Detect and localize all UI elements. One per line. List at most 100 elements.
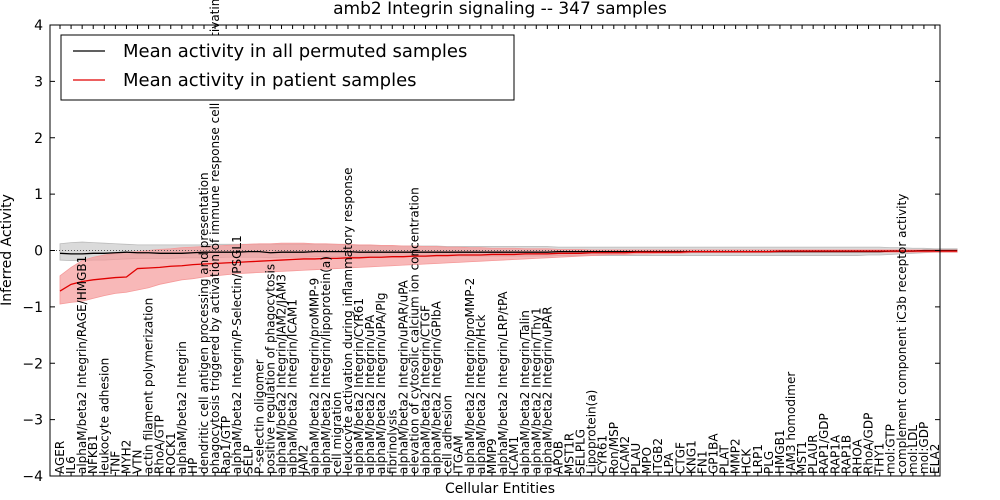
x-tick-label: MST1 bbox=[795, 441, 809, 474]
x-tick-label: MPO bbox=[640, 447, 654, 474]
x-tick-label: fibrinolysis bbox=[385, 409, 399, 474]
x-tick-label: APOB bbox=[551, 441, 565, 474]
x-tick-label: mol:GDP bbox=[917, 422, 931, 474]
x-tick-label: phagocytosis triggered by activation of … bbox=[208, 0, 222, 474]
x-tick-label: alphaM/beta2 Integrin/uPAR/uPA bbox=[396, 279, 410, 474]
x-tick-label: mol:LDL bbox=[906, 425, 920, 474]
band-patient bbox=[59, 242, 958, 305]
x-tick-label: RhoA/GTP bbox=[153, 415, 167, 474]
confidence-bands bbox=[59, 241, 958, 305]
legend: Mean activity in all permuted samples Me… bbox=[60, 34, 515, 101]
x-tick-label: ICAM2 bbox=[618, 436, 632, 474]
x-tick-label: PLG bbox=[762, 451, 776, 474]
legend-label-patient: Mean activity in patient samples bbox=[123, 70, 417, 91]
x-tick-label: elevation of cytosolic calcium ion conce… bbox=[407, 187, 421, 474]
x-tick-label: NFKB1 bbox=[86, 434, 100, 474]
x-tick-label: cell adhesion bbox=[441, 395, 455, 474]
x-tick-label: alphaM/beta2 Integrin/RAGE/HMGB1 bbox=[75, 256, 89, 474]
x-tick-label: complement component iC3b receptor activ… bbox=[895, 194, 909, 474]
x-tick-label: alphaM/beta2 Integrin/Thy1 bbox=[529, 307, 543, 474]
x-tick-label: KNG1 bbox=[684, 440, 698, 474]
x-tick-label: THY1 bbox=[873, 443, 887, 475]
x-tick-label: Lipoprotein(a) bbox=[585, 390, 599, 474]
x-tick-label: MMP2 bbox=[729, 438, 743, 474]
y-axis-ticks: −4 −3 −2 −1 0 1 2 3 4 bbox=[22, 18, 940, 485]
y-tick-label: −2 bbox=[22, 356, 43, 372]
x-tick-label: MYH2 bbox=[119, 440, 133, 474]
x-tick-label: positive regulation of phagocytosis bbox=[263, 264, 277, 474]
x-tick-label: alphaM/beta2 Integrin/JAM2/JAM3 bbox=[275, 274, 289, 474]
y-tick-label: −3 bbox=[22, 413, 43, 429]
x-tick-label: RAP1/GDP bbox=[817, 413, 831, 474]
legend-label-permuted: Mean activity in all permuted samples bbox=[123, 41, 467, 62]
x-tick-label: SELP bbox=[241, 445, 255, 474]
x-tick-label: Rap1/GTP bbox=[219, 416, 233, 474]
y-axis-label: Inferred Activity bbox=[0, 194, 15, 306]
x-tick-label: TNF bbox=[108, 451, 122, 475]
x-tick-label: PLAUR bbox=[806, 434, 820, 474]
x-tick-label: ICAM1 bbox=[507, 436, 521, 474]
x-tick-label: VTN bbox=[131, 449, 145, 474]
x-tick-label: actin filament polymerization bbox=[142, 298, 156, 474]
x-tick-label: HCK bbox=[740, 448, 754, 474]
x-tick-label: alphaM/beta2 Integrin/ICAM1 bbox=[286, 299, 300, 474]
x-axis-label: Cellular Entities bbox=[445, 481, 555, 497]
x-tick-label: alphaM/beta2 Integrin/Hck bbox=[474, 314, 488, 474]
x-tick-label: RhoA/GDP bbox=[862, 413, 876, 474]
series-lines bbox=[59, 249, 958, 292]
x-tick-label: CTGF bbox=[673, 442, 687, 474]
x-tick-label: IL6 bbox=[64, 456, 78, 474]
y-tick-label: 4 bbox=[34, 18, 43, 34]
x-tick-label: dendritic cell antigen processing and pr… bbox=[197, 172, 211, 474]
x-tick-label: ELA2 bbox=[928, 444, 942, 474]
x-tick-label: HMGB1 bbox=[773, 429, 787, 474]
x-tick-label: LRP1 bbox=[751, 444, 765, 474]
x-tick-label: mol:GTP bbox=[884, 424, 898, 474]
x-tick-label: SELPLG bbox=[574, 429, 588, 474]
x-tick-label: PLAU bbox=[629, 443, 643, 474]
plot-area bbox=[50, 241, 958, 305]
series-line-patient bbox=[59, 250, 958, 292]
x-tick-label: alphaM/beta2 Integrin/proMMP-2 bbox=[463, 278, 477, 474]
x-tick-label: alphaM/beta2 Integrin/P-Selectin/PSGL1 bbox=[230, 235, 244, 474]
x-tick-label: JAM2 bbox=[297, 444, 311, 475]
x-tick-label: FN1 bbox=[695, 450, 709, 474]
x-tick-label: alphaM/beta2 Integrin/uPAR bbox=[540, 306, 554, 474]
x-tick-label: alphaM/beta2 Integrin/lipoprotein(a) bbox=[319, 256, 333, 474]
x-tick-label: Ron/MSP bbox=[607, 422, 621, 474]
x-tick-label: ITGB2 bbox=[651, 438, 665, 474]
x-tick-label: alphaM/beta2 Integrin/Talin bbox=[518, 310, 532, 474]
x-tick-label: alphaM/beta2 Integrin/GPIbA bbox=[430, 300, 444, 474]
x-tick-label: JAM3 homodimer bbox=[784, 372, 798, 475]
x-tick-label: LPA bbox=[662, 452, 676, 474]
x-tick-label: GP1BA bbox=[706, 433, 720, 474]
x-tick-label: alphaM/beta2 Integrin/proMMP-9 bbox=[308, 278, 322, 474]
x-tick-label: RAP1B bbox=[839, 435, 853, 474]
x-tick-label: MST1R bbox=[562, 433, 576, 474]
x-tick-label: AGER bbox=[53, 441, 67, 474]
x-tick-label: CYR61 bbox=[596, 435, 610, 474]
x-tick-label: ROCK1 bbox=[164, 432, 178, 474]
x-tick-label: alphaM/beta2 Integrin/uPA/Plg bbox=[374, 293, 388, 474]
x-tick-label: alphaM/beta2 Integrin/CTGF bbox=[419, 305, 433, 474]
x-tick-label: RHOA bbox=[850, 438, 864, 474]
x-tick-label: alphaM/beta2 Integrin/uPA bbox=[363, 314, 377, 474]
y-tick-label: 0 bbox=[34, 244, 43, 260]
y-tick-label: 1 bbox=[34, 187, 43, 203]
x-tick-label: alphaM/beta2 Integrin/CYR61 bbox=[352, 298, 366, 474]
chart-title: amb2 Integrin signaling -- 347 samples bbox=[333, 0, 667, 19]
x-axis-ticks bbox=[59, 25, 936, 476]
x-tick-label: leukocyte activation during inflammatory… bbox=[341, 167, 355, 474]
x-tick-label: MMP9 bbox=[485, 438, 499, 474]
y-tick-label: 3 bbox=[34, 74, 43, 90]
x-tick-label: leukocyte adhesion bbox=[97, 358, 111, 474]
x-tick-label: P-selectin oligomer bbox=[252, 359, 266, 474]
x-tick-label: alphaM/beta2 Integrin bbox=[175, 341, 189, 474]
x-tick-label: PLAT bbox=[718, 445, 732, 474]
y-tick-label: 2 bbox=[34, 131, 43, 147]
x-tick-label: cell migration bbox=[330, 392, 344, 474]
legend-box bbox=[60, 34, 515, 101]
x-tick-label: RAP1A bbox=[828, 434, 842, 474]
